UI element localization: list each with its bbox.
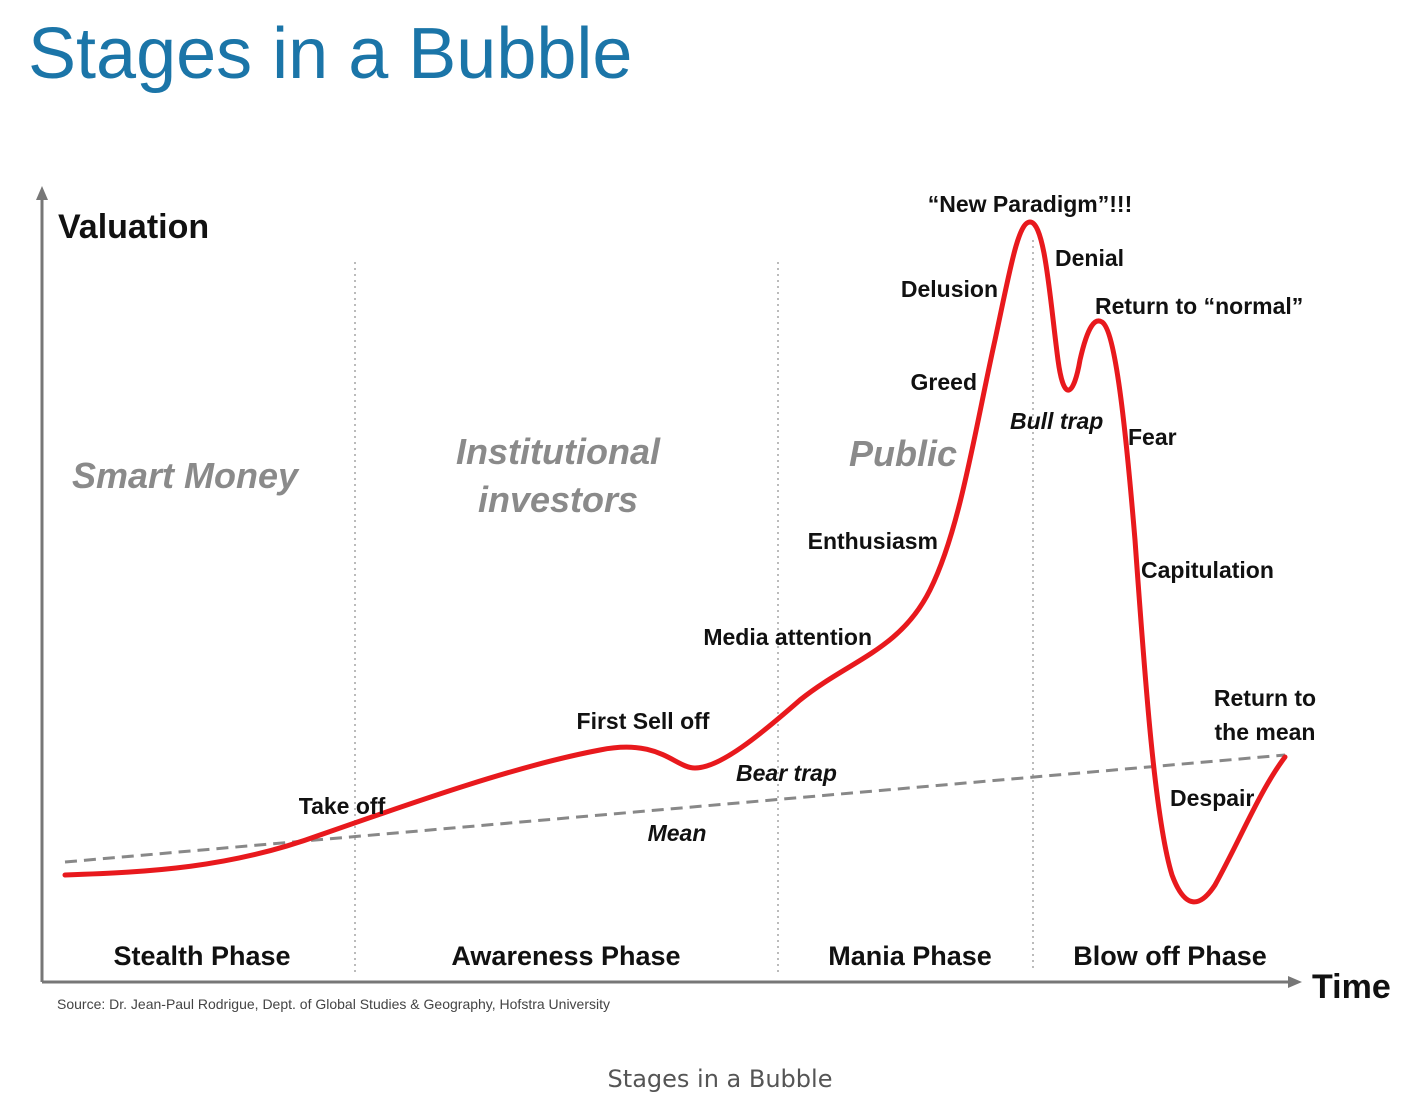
mean-line [64,753,1286,864]
x-arrow [1288,976,1302,988]
annotation: Mean [648,820,707,846]
annotation: Enthusiasm [808,528,938,554]
phase-label: Stealth Phase [113,941,290,971]
annotation: Return to [1214,685,1316,711]
annotation: Fear [1128,424,1177,450]
source-note: Source: Dr. Jean-Paul Rodrigue, Dept. of… [57,996,610,1012]
phase-label: Awareness Phase [451,941,680,971]
annotation: Capitulation [1141,557,1274,583]
phase-dividers [354,240,1034,972]
annotation: Delusion [901,276,998,302]
annotation: Take off [299,793,386,819]
annotation: Greed [911,369,977,395]
diagram: Valuation Time Smart Money Institutional… [36,186,1391,1012]
group-label: investors [478,479,638,520]
annotation: Bull trap [1010,408,1103,434]
annotation: “New Paradigm”!!! [928,191,1132,217]
bubble-curve [62,219,1288,905]
annotation: Return to “normal” [1095,293,1303,319]
page-title: Stages in a Bubble [28,14,632,94]
group-label: Institutional [456,431,661,472]
x-axis-label: Time [1312,968,1391,1006]
group-label: Smart Money [72,455,300,496]
annotation: the mean [1215,719,1316,745]
annotation: First Sell off [577,708,710,734]
annotation: Media attention [703,624,872,650]
y-axis-label: Valuation [58,208,209,246]
y-arrow [36,186,48,200]
phase-label: Mania Phase [828,941,992,971]
annotation: Bear trap [736,760,837,786]
annotation: Denial [1055,245,1124,271]
group-label: Public [849,433,957,474]
annotation: Despair [1170,785,1254,811]
caption: Stages in a Bubble [608,1065,833,1093]
phase-label: Blow off Phase [1073,941,1267,971]
